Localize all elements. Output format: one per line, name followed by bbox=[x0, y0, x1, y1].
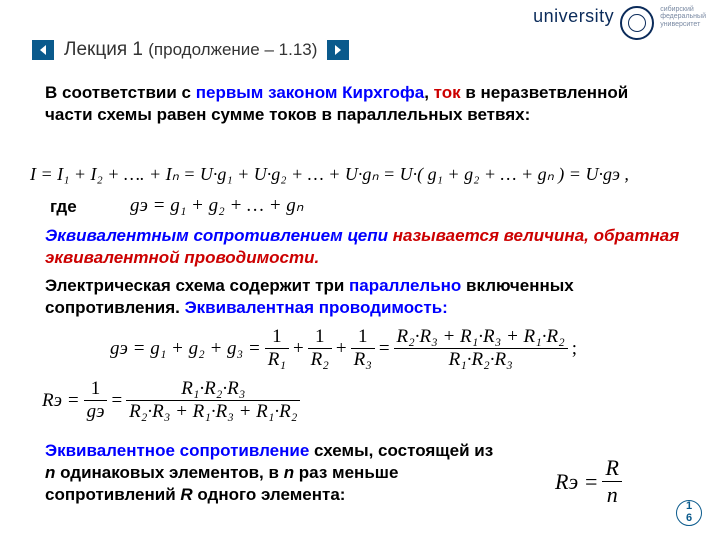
eq5-lhs: Rэ = bbox=[555, 469, 598, 495]
logo-subtext: сибирский федеральный университет bbox=[660, 6, 706, 28]
equation-3: gэ = g₁ + g₂ + g₃ = 1R₁ + 1R₂ + 1R₃ = R₂… bbox=[110, 326, 577, 371]
eq3-f1d: R₁ bbox=[265, 348, 289, 371]
prev-button[interactable] bbox=[32, 40, 54, 60]
p3-par: параллельно bbox=[349, 276, 461, 295]
eq4-eq: = bbox=[111, 390, 122, 412]
eq4-den: R₂·R₃ + R₁·R₃ + R₁·R₂ bbox=[126, 400, 300, 423]
p4-a: Эквивалентное сопротивление bbox=[45, 441, 309, 460]
equation-1: I = I₁ + I₂ + …. + Iₙ = U·g₁ + U·g₂ + … … bbox=[30, 164, 629, 185]
p4-n1: n bbox=[45, 463, 55, 482]
p4-c: одинаковых элементов, в bbox=[55, 463, 283, 482]
slide-title-main: Лекция 1 bbox=[64, 39, 148, 60]
label-gde: где bbox=[50, 196, 77, 218]
paragraph-3: Электрическая схема содержит три паралле… bbox=[45, 275, 685, 319]
p4-n2: n bbox=[284, 463, 294, 482]
eq3-f2n: 1 bbox=[308, 326, 332, 348]
eq5-num: R bbox=[602, 455, 621, 481]
eq4-pre: Rэ = bbox=[42, 390, 80, 412]
p2-a: Эквивалентным сопротивлением цепи bbox=[45, 226, 388, 245]
logo-stamp-icon bbox=[620, 6, 654, 40]
eq5-den: n bbox=[602, 481, 621, 508]
eq4-lhs-den: gэ bbox=[84, 400, 108, 423]
title-row: Лекция 1 (продолжение – 1.13) bbox=[32, 39, 349, 61]
page-number-badge: 1 6 bbox=[676, 500, 702, 526]
eq4-lhs-num: 1 bbox=[84, 378, 108, 400]
eq3-f3n: 1 bbox=[351, 326, 375, 348]
eq3-bigden: R₁·R₂·R₃ bbox=[394, 348, 568, 371]
p1-law: первым законом Кирхгофа bbox=[196, 83, 424, 102]
logo-block: university сибирский федеральный универс… bbox=[533, 6, 706, 40]
slide-title-paren: (продолжение – 1.13) bbox=[148, 40, 317, 59]
eq3-eq: = bbox=[379, 338, 390, 360]
eq3-f1n: 1 bbox=[265, 326, 289, 348]
eq3-f3d: R₃ bbox=[351, 348, 375, 371]
next-button[interactable] bbox=[327, 40, 349, 60]
equation-4: Rэ = 1gэ = R₁·R₂·R₃R₂·R₃ + R₁·R₃ + R₁·R₂ bbox=[42, 378, 300, 423]
p4-b: схемы, состоящей из bbox=[309, 441, 493, 460]
slide-title: Лекция 1 (продолжение – 1.13) bbox=[64, 39, 317, 61]
eq3-bignum: R₂·R₃ + R₁·R₃ + R₁·R₂ bbox=[394, 326, 568, 348]
paragraph-2: Эквивалентным сопротивлением цепи называ… bbox=[45, 225, 685, 269]
eq3-tail: ; bbox=[572, 338, 577, 360]
eq4-num: R₁·R₂·R₃ bbox=[126, 378, 300, 400]
p1-pre: В соответствии с bbox=[45, 83, 196, 102]
equation-2: gэ = g₁ + g₂ + … + gₙ bbox=[130, 194, 303, 217]
eq3-plus1: + bbox=[293, 338, 304, 360]
p4-e: одного элемента: bbox=[193, 485, 346, 504]
page-b: 6 bbox=[686, 513, 692, 525]
eq3-lhs: gэ = g₁ + g₂ + g₃ = bbox=[110, 338, 261, 360]
chevron-left-icon bbox=[37, 44, 49, 56]
p1-tok: ток bbox=[434, 83, 461, 102]
p3-pre: Электрическая схема содержит три bbox=[45, 276, 349, 295]
paragraph-1: В соответствии с первым законом Кирхгофа… bbox=[45, 82, 645, 126]
eq3-f2d: R₂ bbox=[308, 348, 332, 371]
logo-word: university bbox=[533, 6, 614, 27]
p1-mid: , bbox=[424, 83, 433, 102]
eq3-plus2: + bbox=[336, 338, 347, 360]
p4-R: R bbox=[180, 485, 192, 504]
p3-eq: Эквивалентная проводимость: bbox=[185, 298, 448, 317]
chevron-right-icon bbox=[332, 44, 344, 56]
paragraph-4: Эквивалентное сопротивление схемы, состо… bbox=[45, 440, 505, 505]
equation-5: Rэ = Rn bbox=[555, 455, 622, 508]
